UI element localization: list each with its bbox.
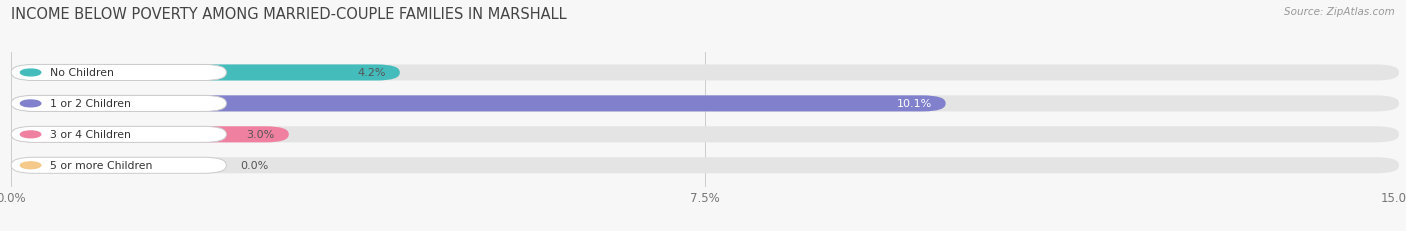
- FancyBboxPatch shape: [11, 127, 288, 143]
- Text: Source: ZipAtlas.com: Source: ZipAtlas.com: [1284, 7, 1395, 17]
- Text: 3.0%: 3.0%: [246, 130, 276, 140]
- Text: 0.0%: 0.0%: [240, 161, 269, 170]
- Text: 5 or more Children: 5 or more Children: [51, 161, 152, 170]
- Text: INCOME BELOW POVERTY AMONG MARRIED-COUPLE FAMILIES IN MARSHALL: INCOME BELOW POVERTY AMONG MARRIED-COUPL…: [11, 7, 567, 22]
- FancyBboxPatch shape: [11, 127, 1399, 143]
- Circle shape: [21, 100, 41, 107]
- FancyBboxPatch shape: [11, 158, 1399, 173]
- Text: 3 or 4 Children: 3 or 4 Children: [51, 130, 131, 140]
- FancyBboxPatch shape: [11, 96, 1399, 112]
- FancyBboxPatch shape: [11, 96, 946, 112]
- FancyBboxPatch shape: [11, 65, 1399, 81]
- FancyBboxPatch shape: [11, 65, 399, 81]
- FancyBboxPatch shape: [11, 96, 226, 112]
- Circle shape: [21, 162, 41, 169]
- Text: 1 or 2 Children: 1 or 2 Children: [51, 99, 131, 109]
- Text: 10.1%: 10.1%: [897, 99, 932, 109]
- FancyBboxPatch shape: [11, 127, 226, 143]
- Text: 4.2%: 4.2%: [357, 68, 385, 78]
- Circle shape: [21, 131, 41, 138]
- FancyBboxPatch shape: [11, 65, 226, 81]
- FancyBboxPatch shape: [11, 158, 226, 173]
- Circle shape: [21, 70, 41, 76]
- Text: No Children: No Children: [51, 68, 114, 78]
